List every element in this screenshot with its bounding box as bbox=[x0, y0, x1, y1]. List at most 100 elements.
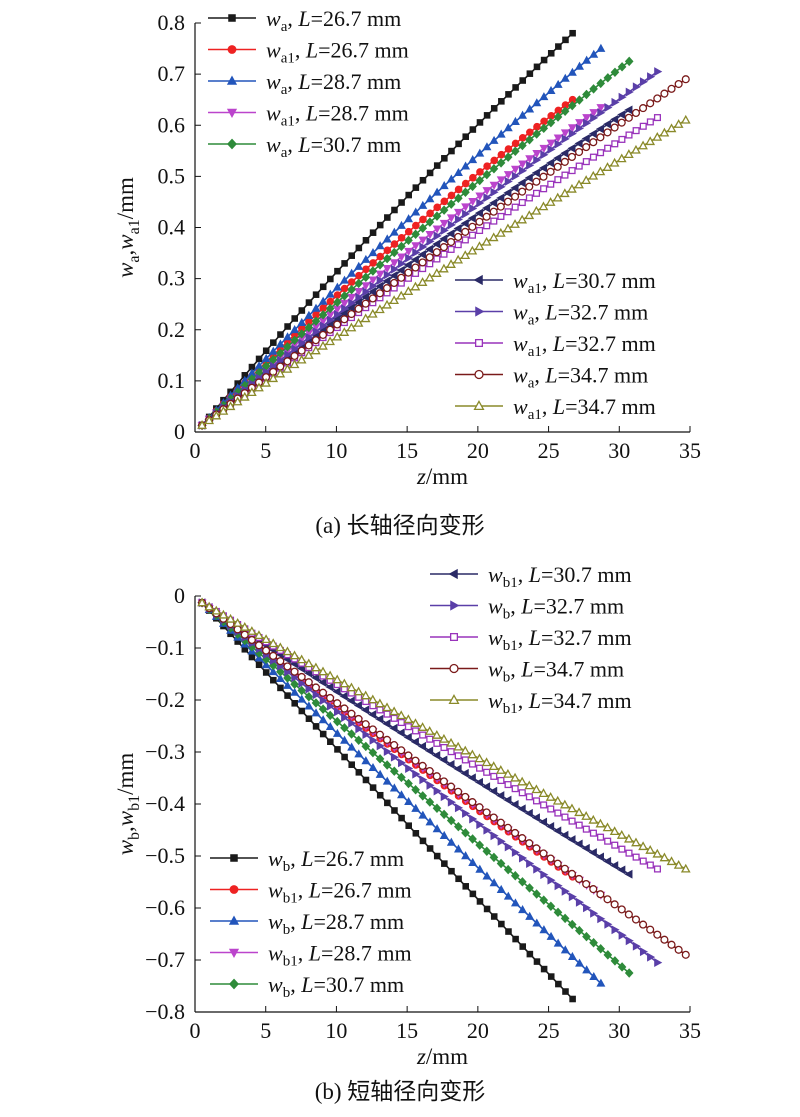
data-point bbox=[461, 187, 470, 198]
data-point bbox=[325, 670, 335, 680]
data-point bbox=[304, 678, 313, 687]
data-point bbox=[332, 331, 343, 341]
data-point bbox=[589, 138, 598, 147]
data-point bbox=[369, 229, 377, 236]
data-point bbox=[411, 803, 421, 812]
data-point bbox=[283, 332, 292, 341]
data-point bbox=[382, 276, 391, 286]
data-point bbox=[547, 973, 555, 980]
data-point bbox=[468, 798, 477, 807]
data-point bbox=[616, 829, 627, 839]
data-point bbox=[289, 359, 300, 369]
data-point bbox=[624, 113, 633, 122]
legend-label: wb1, L=26.7 mm bbox=[268, 878, 412, 907]
legend-marker bbox=[449, 632, 459, 642]
data-point bbox=[539, 849, 548, 858]
data-point bbox=[270, 676, 277, 684]
data-point bbox=[546, 85, 556, 94]
data-point bbox=[496, 158, 506, 168]
legend-label: wa, L=26.7 mm bbox=[266, 6, 401, 35]
data-point bbox=[597, 833, 605, 841]
data-point bbox=[305, 715, 313, 722]
data-point bbox=[652, 848, 663, 858]
data-point bbox=[553, 162, 562, 171]
data-point bbox=[362, 776, 370, 784]
data-point bbox=[354, 714, 363, 724]
data-point bbox=[680, 114, 691, 124]
data-point bbox=[347, 729, 356, 739]
data-point bbox=[304, 668, 313, 678]
data-point bbox=[590, 908, 599, 918]
data-point bbox=[581, 134, 590, 144]
data-point bbox=[348, 761, 355, 768]
data-point bbox=[360, 690, 371, 700]
data-point bbox=[339, 691, 348, 701]
data-point bbox=[312, 690, 321, 700]
data-point bbox=[417, 722, 428, 731]
data-point bbox=[645, 136, 656, 146]
data-point bbox=[346, 322, 357, 332]
data-point bbox=[639, 947, 649, 957]
data-point bbox=[383, 710, 391, 718]
data-point bbox=[340, 291, 349, 301]
data-point bbox=[503, 223, 513, 233]
series-4 bbox=[197, 56, 634, 431]
data-point bbox=[526, 128, 534, 137]
data-point bbox=[341, 304, 350, 314]
data-point bbox=[339, 327, 350, 336]
data-point bbox=[518, 834, 527, 843]
data-point bbox=[546, 931, 556, 940]
data-point bbox=[233, 625, 242, 634]
data-point bbox=[390, 752, 399, 762]
data-point bbox=[461, 792, 470, 802]
data-point bbox=[462, 808, 471, 818]
data-point bbox=[462, 133, 470, 140]
data-point bbox=[432, 225, 442, 234]
data-point bbox=[524, 780, 535, 790]
data-point bbox=[575, 162, 583, 170]
data-point bbox=[546, 139, 556, 148]
data-point bbox=[603, 950, 613, 960]
data-point bbox=[505, 928, 512, 935]
data-point bbox=[540, 150, 549, 160]
data-point bbox=[410, 281, 421, 291]
data-point bbox=[312, 327, 321, 337]
data-point bbox=[546, 901, 556, 911]
data-point bbox=[454, 241, 462, 249]
legend-marker bbox=[229, 978, 239, 990]
data-point bbox=[389, 295, 400, 305]
data-point bbox=[254, 641, 264, 650]
data-point bbox=[439, 234, 448, 244]
data-point bbox=[495, 227, 506, 237]
data-point bbox=[475, 148, 485, 157]
data-point bbox=[496, 129, 506, 138]
data-point bbox=[568, 892, 577, 902]
data-point bbox=[440, 225, 449, 235]
data-point bbox=[567, 143, 576, 153]
data-point bbox=[404, 247, 414, 256]
data-point bbox=[290, 335, 299, 346]
data-point bbox=[411, 756, 420, 765]
y-tick-label: 0.3 bbox=[158, 266, 186, 291]
data-point bbox=[510, 870, 520, 881]
data-point bbox=[489, 786, 498, 796]
data-point bbox=[446, 199, 456, 209]
series-4 bbox=[197, 598, 634, 978]
data-point bbox=[552, 795, 563, 805]
data-point bbox=[497, 150, 506, 159]
data-point bbox=[488, 232, 499, 242]
series-9 bbox=[197, 597, 691, 873]
data-point bbox=[397, 273, 406, 282]
y-tick-label: −0.2 bbox=[145, 687, 185, 712]
data-point bbox=[340, 315, 349, 324]
data-point bbox=[382, 234, 392, 243]
data-point bbox=[567, 100, 577, 111]
data-point bbox=[248, 653, 256, 661]
data-point bbox=[540, 56, 548, 64]
data-point bbox=[419, 176, 427, 184]
data-point bbox=[261, 377, 271, 387]
data-point bbox=[596, 133, 605, 142]
data-point bbox=[396, 265, 405, 275]
data-point bbox=[404, 227, 413, 236]
